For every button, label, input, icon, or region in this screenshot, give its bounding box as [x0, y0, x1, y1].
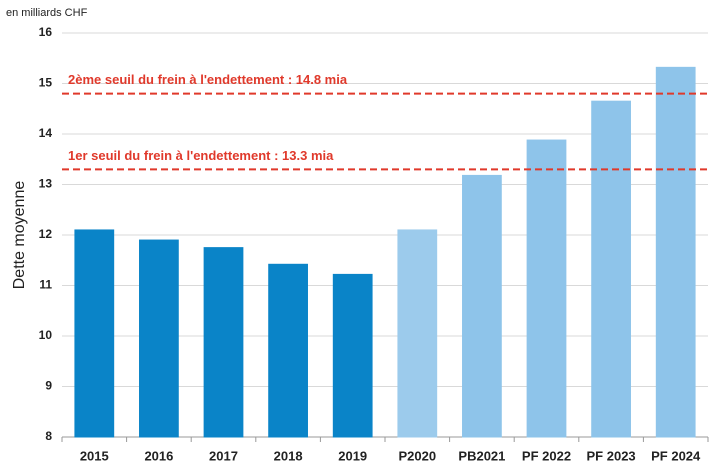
- y-axis-label: Dette moyenne: [11, 181, 28, 290]
- bar: [655, 66, 696, 438]
- x-tick-label: PB2021: [458, 448, 505, 462]
- bar: [203, 247, 244, 438]
- x-tick-label: 2019: [338, 448, 367, 462]
- y-tick-label: 8: [45, 429, 52, 443]
- unit-note: en milliards CHF: [6, 7, 88, 19]
- y-tick-label: 16: [39, 25, 53, 39]
- x-tick-label: 2015: [80, 448, 109, 462]
- y-tick-label: 13: [39, 177, 53, 191]
- bar: [268, 263, 308, 438]
- bar: [139, 239, 179, 438]
- bar: [74, 229, 115, 438]
- bar: [332, 273, 373, 438]
- x-tick-label: 2017: [209, 448, 238, 462]
- y-tick-label: 11: [39, 278, 52, 292]
- x-tick-label: PF 2024: [651, 448, 701, 462]
- y-tick-label: 14: [39, 126, 53, 140]
- bar: [462, 174, 502, 438]
- x-tick-label: 2018: [274, 448, 303, 462]
- reference-label: 2ème seuil du frein à l'endettement : 14…: [68, 72, 348, 87]
- reference-label: 1er seuil du frein à l'endettement : 13.…: [68, 148, 334, 163]
- x-tick-label: 2016: [144, 448, 173, 462]
- y-tick-label: 15: [39, 76, 53, 90]
- y-tick-label: 10: [39, 328, 53, 342]
- x-tick-label: PF 2022: [522, 448, 571, 462]
- x-tick-label: P2020: [399, 448, 437, 462]
- y-tick-label: 9: [45, 379, 52, 393]
- bar: [591, 100, 631, 438]
- x-tick-label: PF 2023: [587, 448, 636, 462]
- bar: [397, 229, 438, 438]
- bar: [526, 139, 567, 438]
- y-tick-label: 12: [39, 227, 53, 241]
